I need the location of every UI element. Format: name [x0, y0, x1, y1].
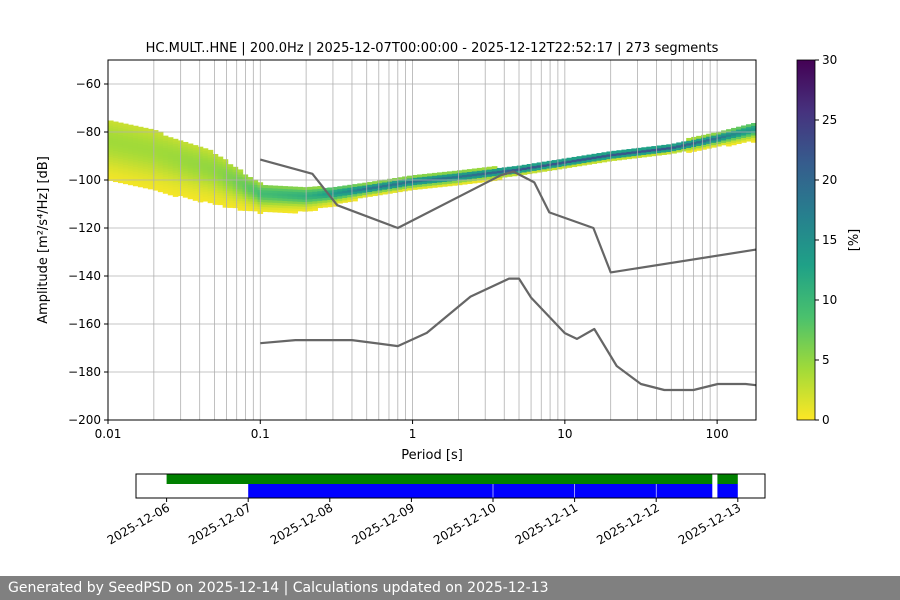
psd-calculations-span [717, 484, 738, 498]
timeline-frame [135, 473, 766, 499]
y-tick-label: −100 [68, 173, 101, 187]
colorbar-tick-label: 30 [822, 53, 837, 67]
x-tick-label: 0.01 [95, 427, 122, 441]
colorbar-tick-label: 10 [822, 293, 837, 307]
timeline-tick-label: 2025-12-10 [431, 500, 498, 547]
y-tick-label: −140 [68, 269, 101, 283]
timeline-tick-label: 2025-12-13 [676, 500, 743, 547]
y-axis-label: Amplitude [m²/s⁴/Hz] [dB] [36, 156, 51, 324]
timeline-tick-label: 2025-12-06 [105, 500, 172, 547]
colorbar-tick-label: 0 [822, 413, 830, 427]
y-tick-label: −80 [76, 125, 101, 139]
colorbar-tick-label: 20 [822, 173, 837, 187]
colorbar-scale [796, 59, 816, 421]
x-axis-label: Period [s] [401, 448, 463, 463]
data-availability-span [166, 474, 713, 484]
colorbar-tick-label: 15 [822, 233, 837, 247]
colorbar-tick-label: 25 [822, 113, 837, 127]
psd-calculations-span [574, 484, 656, 498]
y-tick-label: −200 [68, 413, 101, 427]
timeline-tick-label: 2025-12-07 [186, 500, 253, 547]
data-availability-span [717, 474, 738, 484]
colorbar-tick-label: 5 [822, 353, 830, 367]
plot-frame [107, 59, 757, 421]
timeline-tick-label: 2025-12-12 [594, 500, 661, 547]
y-tick-label: −160 [68, 317, 101, 331]
psd-calculations-span [656, 484, 713, 498]
timeline-tick-label: 2025-12-09 [349, 500, 416, 547]
y-tick-label: −180 [68, 365, 101, 379]
psd-plot: 0.01 0.1 1 10 100 −60 −80 −100 −120 −140 −160 −180 −… [36, 59, 757, 463]
footer-text: Generated by SeedPSD on 2025-12-14 | Cal… [0, 576, 900, 600]
timeline-plot: 2025-12-06 2025-12-07 2025-12-08 2025-12-09… [105, 473, 766, 547]
y-tick-label: −60 [76, 77, 101, 91]
x-tick-label: 0.1 [251, 427, 270, 441]
y-tick-label: −120 [68, 221, 101, 235]
psd-calculations-span [493, 484, 575, 498]
x-tick-label: 10 [557, 427, 572, 441]
x-tick-label: 100 [706, 427, 729, 441]
series-line-nlnm [260, 277, 757, 392]
psd-calculations-span [248, 484, 493, 498]
series-line-nhnm [260, 158, 757, 274]
timeline-tick-label: 2025-12-11 [513, 500, 580, 547]
psd-density-heatmap [108, 120, 756, 214]
colorbar: 0 5 10 15 20 25 30 [%] [796, 53, 862, 427]
timeline-tick-label: 2025-12-08 [268, 500, 335, 547]
colorbar-label: [%] [847, 229, 862, 252]
x-tick-label: 1 [409, 427, 417, 441]
grid-lines [107, 60, 756, 421]
chart-title: HC.MULT..HNE | 200.0Hz | 2025-12-07T00:0… [146, 41, 719, 56]
